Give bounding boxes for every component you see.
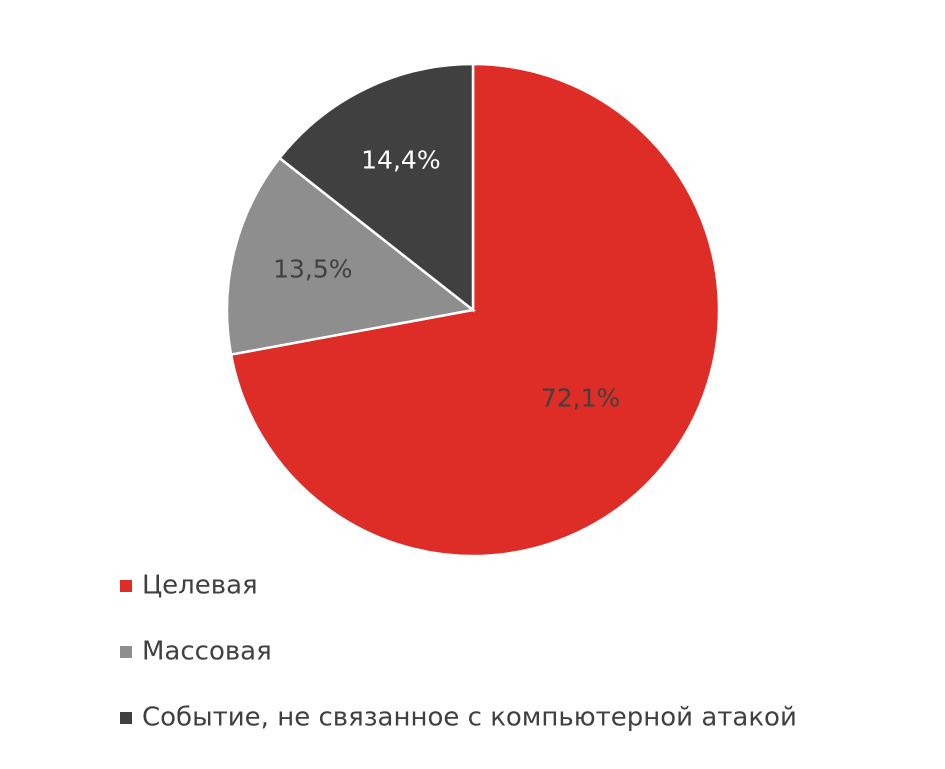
data-label: 13,5% (273, 254, 352, 283)
legend-swatch (120, 646, 132, 658)
pie-slice (229, 62, 721, 558)
legend-swatch (120, 580, 132, 592)
legend-label: Событие, не связанное с компьютерной ата… (142, 703, 797, 733)
legend-label: Целевая (142, 571, 258, 601)
legend-swatch (120, 712, 132, 724)
pie-slice (277, 62, 475, 313)
data-label: 14,4% (361, 146, 440, 175)
legend-label: Массовая (142, 637, 272, 667)
data-label: 72,1% (541, 384, 620, 413)
pie-slice (225, 156, 476, 357)
